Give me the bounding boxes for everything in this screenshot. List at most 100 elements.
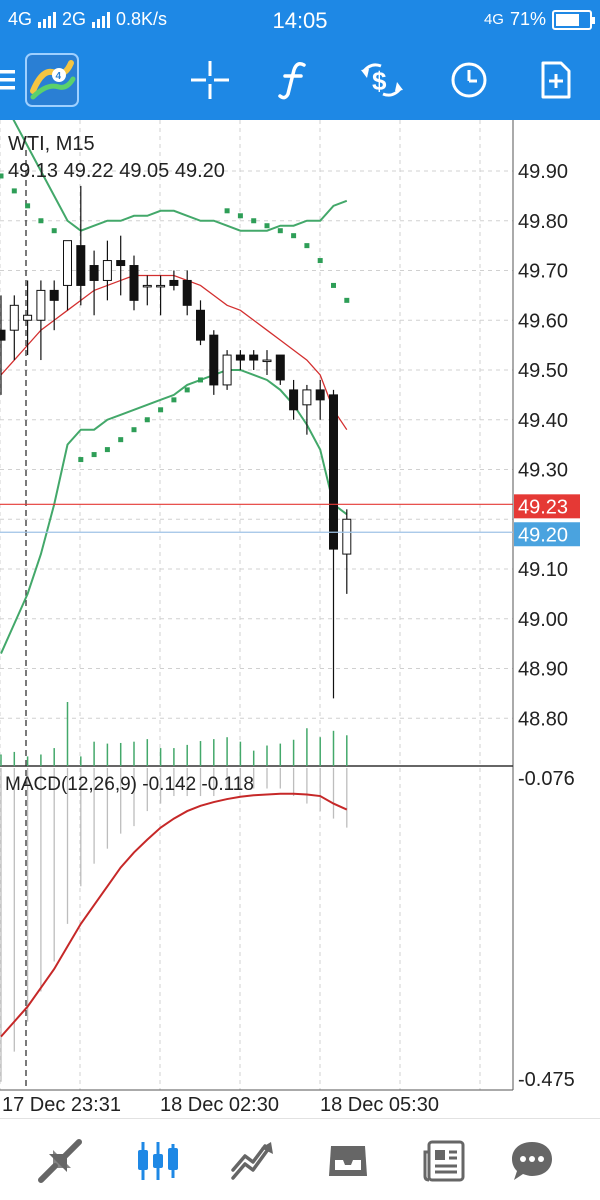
candle-body [142, 284, 152, 288]
parabolic-sar-dot [91, 452, 97, 458]
symbol-timeframe: WTI, M15 [8, 133, 95, 155]
price-axis-label: 49.90 [518, 161, 568, 183]
price-axis-label: 49.70 [518, 261, 568, 283]
parabolic-sar-dot [11, 188, 17, 194]
network-speed: 0.8K/s [116, 9, 168, 29]
candle-body [182, 279, 192, 306]
parabolic-sar-dot [304, 243, 310, 249]
news-icon [423, 1140, 465, 1182]
candle-body [196, 309, 205, 341]
nav-chat[interactable] [502, 1133, 562, 1189]
indicators-button[interactable] [263, 50, 323, 110]
parabolic-sar-dot [184, 387, 190, 393]
network-right: 4G [483, 11, 504, 28]
quotes-icon [38, 1139, 82, 1183]
svg-text:4: 4 [56, 71, 62, 82]
app-logo-button[interactable]: 4 [24, 52, 80, 108]
candle-body [262, 359, 272, 363]
status-time: 14:05 [272, 8, 328, 33]
candle-body [102, 260, 112, 281]
candle-body [63, 240, 72, 286]
price-axis-label: 49.30 [518, 460, 568, 482]
price-chart[interactable]: 49.90 49.80 49.70 49.60 49.50 49.40 49.30 49.10… [0, 120, 600, 1120]
price-axis-label: 49.00 [518, 609, 568, 631]
candle-body [23, 314, 33, 321]
candle-body [289, 389, 299, 411]
crosshair-button[interactable] [180, 50, 240, 110]
parabolic-sar-dot [277, 228, 283, 234]
candle-body [129, 265, 139, 301]
candle-body [275, 354, 285, 381]
candle-body [209, 334, 219, 386]
network-1: 4G [8, 9, 33, 29]
macd-axis-bottom: -0.475 [518, 1069, 575, 1091]
crosshair-icon [191, 61, 229, 99]
parabolic-sar-dot [291, 233, 297, 239]
macd-label: MACD(12,26,9) -0.142 -0.118 [5, 774, 254, 795]
candle-body [89, 265, 99, 281]
time-label-1: 17 Dec 23:31 [2, 1094, 121, 1116]
bid-price-label: 49.20 [518, 524, 568, 546]
nav-trade[interactable] [222, 1133, 282, 1189]
chart-icon [138, 1142, 178, 1180]
bottom-navigation [0, 1118, 600, 1200]
candle-body [329, 394, 338, 550]
parabolic-sar-dot [344, 297, 350, 303]
history-icon [329, 1146, 367, 1176]
candle-body [249, 354, 259, 361]
candle-body [342, 518, 352, 555]
candle-body [36, 289, 46, 321]
trade-icon: $ [361, 63, 403, 97]
ask-price-label: 49.23 [518, 496, 568, 518]
macd-pane [0, 768, 348, 1082]
timeframe-icon [451, 62, 487, 98]
macd-axis-top: -0.076 [518, 768, 575, 790]
nav-quotes[interactable] [30, 1133, 90, 1189]
price-axis-label: 49.40 [518, 410, 568, 432]
network-2: 2G [62, 9, 87, 29]
candle-body [49, 289, 59, 301]
ask-price-badge: 49.23 [514, 494, 580, 519]
candle-body [222, 354, 232, 386]
time-label-2: 18 Dec 02:30 [160, 1094, 279, 1116]
parabolic-sar-dot [118, 437, 124, 443]
parabolic-sar-dot [78, 457, 84, 463]
add-chart-icon [541, 61, 571, 99]
ohlc-values: 49.13 49.22 49.05 49.20 [8, 160, 225, 182]
parabolic-sar-dot [171, 397, 177, 403]
candle-body [9, 304, 19, 331]
chart-toolbar: 4 $ [0, 40, 600, 120]
app-header: 4G 2G 0.8K/s 14:05 4G 71% 4 [0, 0, 600, 120]
chart-area[interactable]: 49.90 49.80 49.70 49.60 49.50 49.40 49.30 49.10… [0, 120, 600, 1120]
status-right: 4G 71% [483, 9, 595, 30]
timeframe-button[interactable] [439, 50, 499, 110]
nav-history[interactable] [318, 1133, 378, 1189]
parabolic-sar-dot [251, 218, 257, 224]
candle-body [76, 245, 86, 286]
nav-news[interactable] [414, 1133, 474, 1189]
trade-icon [231, 1142, 273, 1180]
candle-body [116, 260, 126, 267]
parabolic-sar-dot [51, 228, 57, 234]
battery-level [556, 13, 579, 26]
trade-button[interactable]: $ [352, 50, 412, 110]
battery-percent: 71% [509, 9, 546, 29]
macd-signal-line [0, 792, 348, 1038]
add-chart-button[interactable] [526, 50, 586, 110]
parabolic-sar-dot [317, 258, 323, 264]
candle-body [156, 284, 166, 288]
parabolic-sar-dot [104, 447, 110, 453]
upper-band-line [12, 120, 348, 232]
nav-chart[interactable] [128, 1133, 188, 1189]
parabolic-sar-dot [38, 218, 44, 224]
svg-text:$: $ [372, 66, 387, 96]
parabolic-sar-dot [144, 417, 150, 423]
parabolic-sar-dot [264, 223, 270, 229]
signal-icon [92, 11, 111, 28]
candle-body [302, 389, 312, 406]
candles [0, 185, 352, 699]
candle-body [235, 354, 245, 361]
menu-button[interactable] [0, 50, 24, 110]
candle-body [0, 329, 6, 341]
parabolic-sar-dot [158, 407, 164, 413]
